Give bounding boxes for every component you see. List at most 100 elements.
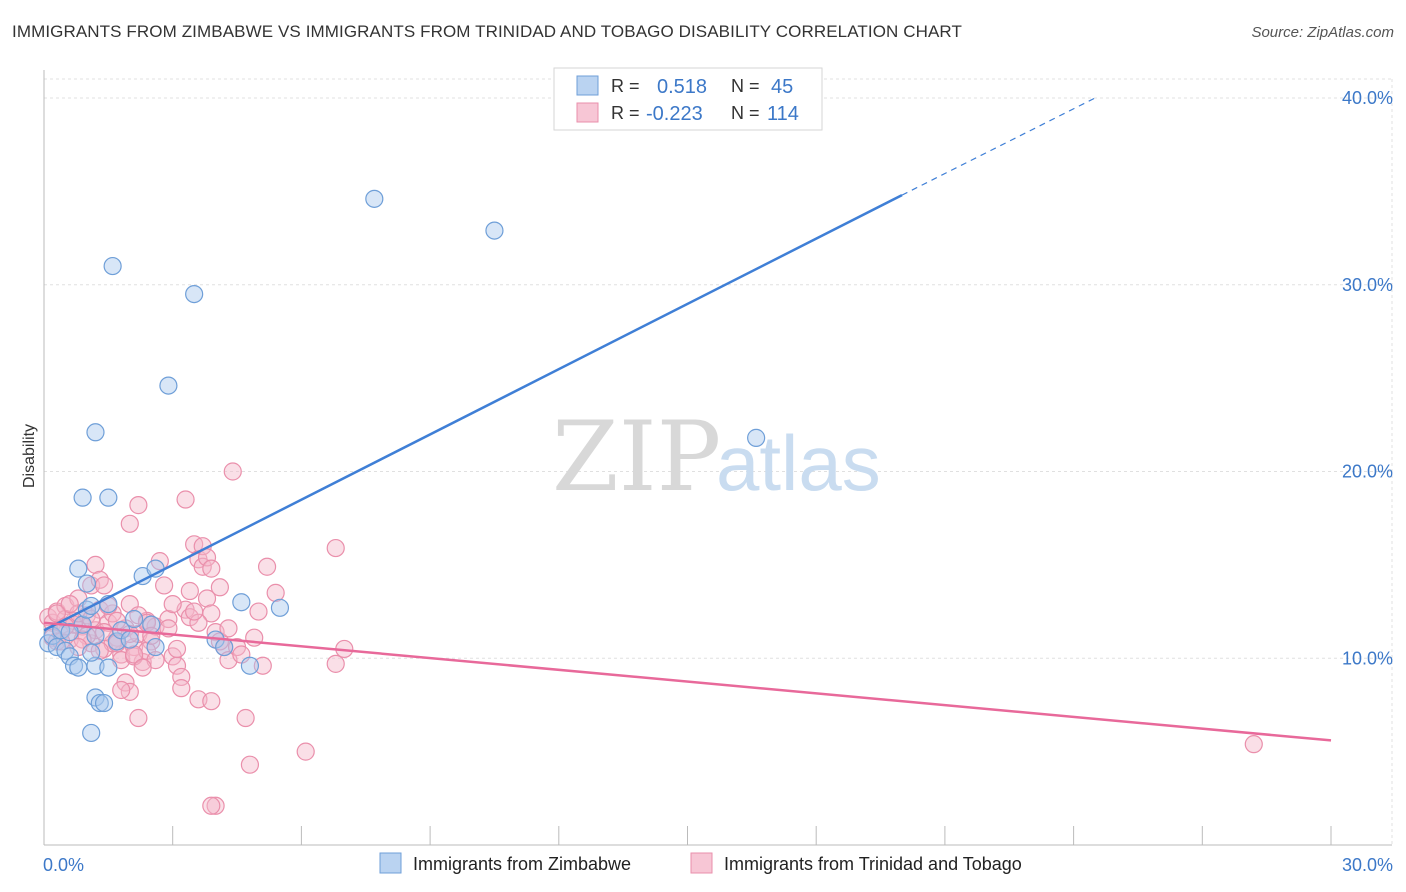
zimbabwe-trend-extension <box>901 97 1096 196</box>
trinidad-point <box>206 796 225 815</box>
trinidad-point <box>120 514 139 533</box>
trinidad-point <box>129 708 148 728</box>
trinidad-point <box>112 680 131 700</box>
x-tick-labels: 0.0% 30.0% <box>43 855 1393 875</box>
trinidad-point <box>172 679 191 698</box>
zimbabwe-point <box>69 559 88 578</box>
trinidad-point <box>159 609 178 629</box>
zimbabwe-point <box>142 615 161 634</box>
watermark: ZIP atlas <box>552 401 881 513</box>
trinidad-point <box>266 583 285 602</box>
trinidad-point <box>326 654 345 673</box>
x-tick-label: 30.0% <box>1342 855 1393 875</box>
trinidad-point <box>167 639 187 659</box>
trinidad-point <box>223 462 242 481</box>
zimbabwe-point <box>485 221 504 240</box>
y-tick-label: 30.0% <box>1342 275 1393 295</box>
bottom-legend: Immigrants from Zimbabwe Immigrants from… <box>379 852 1022 874</box>
bottom-legend-label-trinidad: Immigrants from Trinidad and Tobago <box>724 854 1022 874</box>
zimbabwe-point <box>94 693 114 713</box>
trinidad-point <box>296 742 315 761</box>
zimbabwe-point <box>90 693 109 713</box>
zimbabwe-point <box>73 488 92 507</box>
zimbabwe-point <box>82 643 101 662</box>
bottom-legend-swatch-trinidad <box>690 852 713 874</box>
trinidad-point <box>86 555 105 574</box>
zimbabwe-point <box>60 623 79 642</box>
trinidad-point <box>133 658 152 677</box>
trinidad-point <box>236 708 255 728</box>
legend-r-label-trinidad: R = <box>611 103 640 123</box>
trinidad-point <box>185 602 204 621</box>
chart-title: IMMIGRANTS FROM ZIMBABWE VS IMMIGRANTS F… <box>12 22 962 41</box>
legend-n-value-zimbabwe: 45 <box>771 76 793 98</box>
zimbabwe-point <box>240 656 260 675</box>
y-axis-label: Disability <box>21 424 38 488</box>
legend-box <box>553 67 823 131</box>
bottom-legend-swatch-zimbabwe <box>379 852 402 874</box>
y-tick-label: 40.0% <box>1342 88 1393 108</box>
zimbabwe-point <box>747 428 766 447</box>
zimbabwe-point <box>86 626 105 645</box>
zimbabwe-point <box>77 574 97 593</box>
zimbabwe-point <box>86 423 105 442</box>
trinidad-point <box>47 604 66 623</box>
watermark-zip: ZIP <box>552 401 721 513</box>
legend: R = 0.518 N = 45 R = -0.223 N = 114 <box>553 67 823 131</box>
zimbabwe-point <box>120 630 139 649</box>
series-trinidad-points <box>39 462 1263 815</box>
x-tick-label: 0.0% <box>43 855 84 875</box>
zimbabwe-point <box>82 723 101 743</box>
trinidad-point <box>197 589 217 608</box>
trinidad-point <box>210 578 229 597</box>
zimbabwe-point <box>159 376 178 395</box>
bottom-legend-label-zimbabwe: Immigrants from Zimbabwe <box>413 854 631 874</box>
trinidad-point <box>202 692 221 711</box>
legend-n-label-trinidad: N = <box>731 103 760 123</box>
trinidad-point <box>176 490 195 509</box>
trinidad-point <box>219 619 238 638</box>
trinidad-point <box>240 755 260 774</box>
zimbabwe-point <box>99 658 118 677</box>
trinidad-point <box>129 496 148 515</box>
trinidad-point <box>189 613 208 632</box>
zimbabwe-point <box>365 189 384 208</box>
y-tick-label: 20.0% <box>1342 462 1393 482</box>
trinidad-point <box>124 645 144 664</box>
legend-n-label-zimbabwe: N = <box>731 76 760 96</box>
trinidad-point <box>163 594 182 614</box>
trinidad-point <box>202 796 221 815</box>
watermark-atlas: atlas <box>716 419 881 507</box>
zimbabwe-point <box>69 658 88 677</box>
trinidad-point <box>60 594 79 614</box>
legend-r-label-zimbabwe: R = <box>611 76 640 96</box>
trend-lines <box>43 97 1332 742</box>
trinidad-point <box>257 557 277 576</box>
trinidad-point <box>202 559 221 578</box>
trinidad-point <box>326 538 345 558</box>
zimbabwe-trend-line <box>43 193 903 632</box>
zimbabwe-point <box>232 593 251 612</box>
trinidad-point <box>253 656 272 675</box>
y-tick-label: 10.0% <box>1342 648 1393 668</box>
trinidad-point <box>249 602 268 621</box>
y-tick-labels: 10.0% 20.0% 30.0% 40.0% <box>1342 88 1393 668</box>
trinidad-point <box>180 581 199 601</box>
zimbabwe-point <box>99 488 118 507</box>
zimbabwe-point <box>124 609 144 629</box>
zimbabwe-point <box>103 256 122 276</box>
axes <box>43 70 1392 846</box>
legend-n-value-trinidad: 114 <box>767 103 799 125</box>
grid-lines <box>44 78 1393 845</box>
source-label: Source: ZipAtlas.com <box>1251 24 1394 41</box>
legend-swatch-trinidad <box>576 102 599 123</box>
trinidad-point <box>155 576 174 595</box>
trinidad-point <box>94 576 114 595</box>
legend-r-value-zimbabwe: 0.518 <box>657 76 707 98</box>
zimbabwe-point <box>215 637 234 657</box>
legend-r-value-trinidad: -0.223 <box>646 103 703 125</box>
zimbabwe-point <box>270 598 290 617</box>
trinidad-point <box>1244 735 1263 754</box>
legend-swatch-zimbabwe <box>576 75 599 96</box>
